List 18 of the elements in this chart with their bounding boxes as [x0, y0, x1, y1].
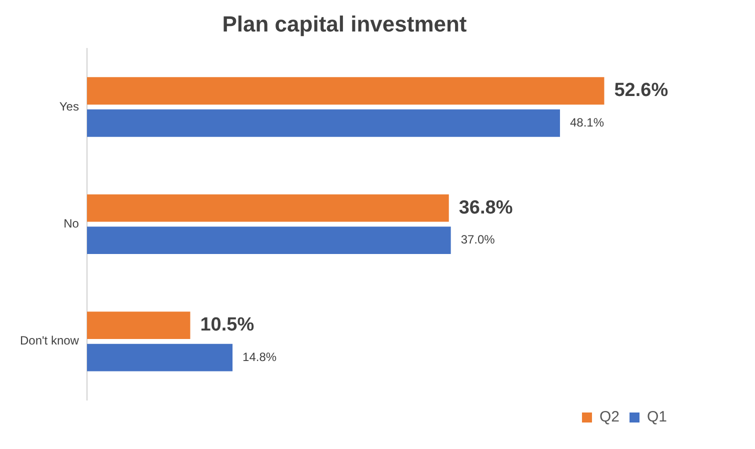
data-label: 14.8%	[242, 350, 277, 364]
data-label: 52.6%	[614, 80, 668, 102]
legend-label: Q1	[646, 408, 668, 426]
bar	[86, 77, 604, 105]
data-label: 48.1%	[570, 115, 604, 130]
bar	[86, 194, 449, 222]
bar	[86, 109, 560, 137]
data-label: 37.0%	[460, 232, 496, 247]
chart-title: Plan capital investment	[222, 11, 468, 36]
legend-label: Q2	[599, 408, 620, 426]
y-tick-label: Don't know	[20, 334, 80, 348]
bar	[86, 226, 451, 254]
bar	[86, 344, 233, 372]
y-tick-label: Yes	[59, 99, 79, 114]
y-tick-label: No	[64, 216, 80, 231]
bar	[86, 312, 190, 339]
data-label: 36.8%	[458, 197, 513, 218]
data-label: 10.5%	[200, 314, 254, 336]
